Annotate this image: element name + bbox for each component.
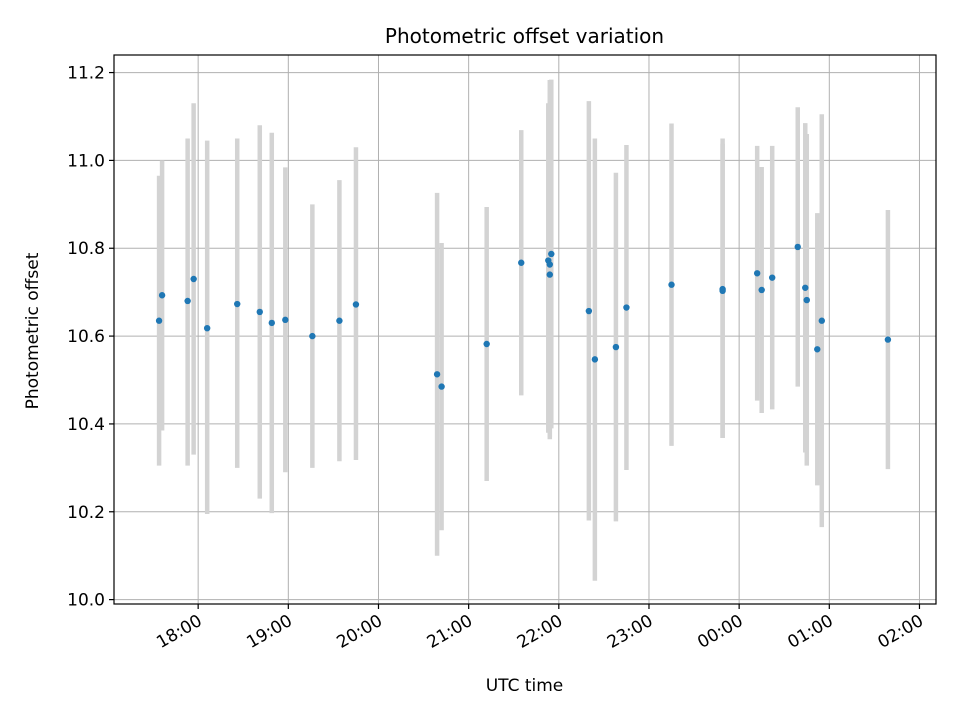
data-point bbox=[668, 281, 675, 288]
data-point bbox=[585, 307, 593, 315]
data-point bbox=[282, 316, 289, 324]
data-point bbox=[758, 286, 765, 294]
data-point bbox=[546, 261, 553, 268]
y-axis: 10.0 10.2 10.4 10.6 10.8 11.0 11.2 bbox=[67, 64, 114, 611]
data-point bbox=[433, 371, 441, 378]
data-point bbox=[234, 300, 241, 308]
data-point bbox=[612, 343, 620, 351]
data-point bbox=[336, 317, 343, 324]
data-point bbox=[268, 319, 275, 327]
data-point bbox=[802, 284, 809, 291]
data-point bbox=[814, 346, 821, 353]
y-tick-label: 11.2 bbox=[67, 64, 105, 84]
data-point bbox=[352, 301, 360, 308]
x-axis-label: UTC time bbox=[486, 676, 564, 696]
y-tick-label: 10.0 bbox=[67, 591, 105, 611]
y-tick-label: 10.2 bbox=[67, 503, 105, 523]
data-point bbox=[591, 356, 599, 363]
data-point bbox=[884, 336, 892, 343]
y-tick-label: 10.4 bbox=[67, 415, 105, 435]
data-point bbox=[256, 308, 263, 316]
data-point bbox=[803, 296, 810, 304]
y-tick-label: 11.0 bbox=[67, 151, 105, 171]
data-point bbox=[438, 383, 445, 390]
data-point bbox=[794, 243, 801, 251]
grid bbox=[114, 55, 936, 604]
data-point bbox=[818, 317, 825, 324]
data-point bbox=[155, 317, 163, 324]
y-tick-label: 10.6 bbox=[67, 327, 105, 347]
data-point bbox=[548, 250, 555, 258]
data-point bbox=[184, 297, 191, 305]
data-points bbox=[155, 243, 892, 390]
chart-title: Photometric offset variation bbox=[385, 24, 664, 48]
data-point bbox=[158, 292, 166, 299]
y-axis-label: Photometric offset bbox=[23, 252, 43, 409]
data-point bbox=[546, 271, 553, 278]
data-point bbox=[309, 332, 316, 340]
data-point bbox=[753, 270, 761, 277]
plot-frame bbox=[113, 54, 937, 605]
data-point bbox=[623, 304, 630, 311]
y-tick-label: 10.8 bbox=[67, 239, 105, 259]
data-point bbox=[203, 324, 211, 332]
data-point bbox=[483, 340, 490, 348]
data-point bbox=[719, 287, 726, 295]
data-point bbox=[190, 275, 197, 283]
data-point bbox=[769, 274, 776, 281]
data-point bbox=[518, 259, 525, 266]
